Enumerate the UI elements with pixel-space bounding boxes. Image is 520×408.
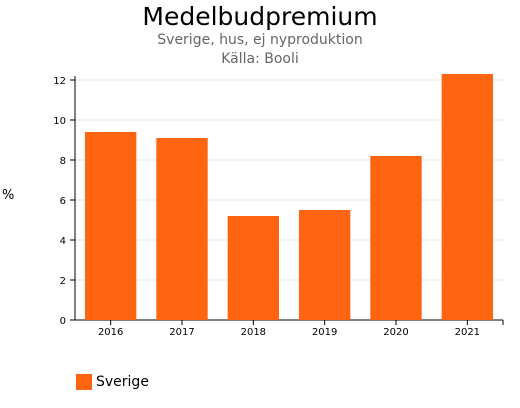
y-tick-label-0: 0: [60, 316, 66, 327]
chart-subtitle-source: Källa: Booli: [221, 51, 299, 67]
y-tick-label-10: 10: [53, 116, 66, 127]
x-tick-label-2018: 2018: [241, 327, 266, 338]
legend-label-sverige: Sverige: [96, 374, 149, 390]
y-axis-label: %: [2, 188, 15, 203]
y-tick-label-8: 8: [60, 156, 66, 167]
y-tick-label-2: 2: [60, 276, 66, 287]
x-tick-label-2019: 2019: [312, 327, 337, 338]
bar-2016: [84, 132, 137, 320]
bar-2018: [227, 216, 280, 320]
bar-2020: [370, 156, 422, 320]
bar-2019: [298, 210, 351, 320]
x-tick-label-2016: 2016: [98, 327, 123, 338]
legend[interactable]: Sverige: [76, 374, 149, 390]
x-tick-label-2017: 2017: [169, 327, 194, 338]
x-tick-label-2020: 2020: [383, 327, 408, 338]
x-tick-label-2021: 2021: [455, 327, 480, 338]
chart-title: Medelbudpremium: [142, 2, 378, 31]
chart-subtitle-region: Sverige, hus, ej nyproduktion: [157, 32, 363, 48]
y-tick-label-6: 6: [60, 196, 66, 207]
legend-swatch-sverige: [76, 374, 92, 390]
y-tick-label-4: 4: [60, 236, 66, 247]
bar-2021: [441, 74, 494, 320]
bar-2017: [156, 138, 208, 320]
y-tick-label-12: 12: [53, 76, 66, 87]
